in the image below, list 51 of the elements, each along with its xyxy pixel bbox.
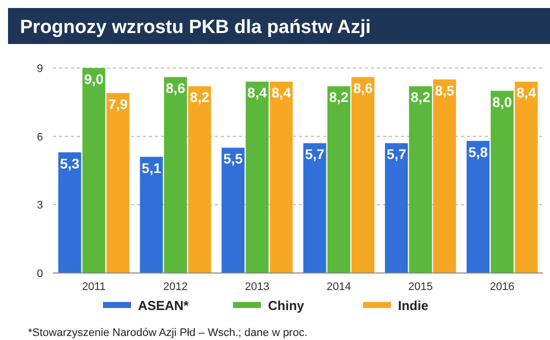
bar <box>246 82 269 273</box>
bar <box>490 90 514 273</box>
bar <box>140 156 163 273</box>
bar <box>409 86 432 273</box>
bar <box>514 82 538 273</box>
bar <box>270 82 293 273</box>
data-label: 5,7 <box>386 146 406 162</box>
bar <box>58 152 82 273</box>
y-tick-label: 9 <box>36 63 43 75</box>
data-label: 8,4 <box>247 84 268 101</box>
data-label: 8,4 <box>272 84 292 101</box>
data-label: 8,2 <box>410 89 430 106</box>
bar <box>327 86 350 273</box>
bar <box>433 79 456 273</box>
bar <box>466 140 490 273</box>
data-label: 5,7 <box>305 146 325 162</box>
x-tick-label: 2016 <box>490 281 514 293</box>
bar <box>351 77 374 273</box>
y-tick-label: 0 <box>36 268 43 280</box>
legend-label: Chiny <box>268 298 305 313</box>
y-tick-label: 6 <box>36 131 43 144</box>
chart-title: Prognozy wzrostu PKB dla państw Azji <box>20 17 371 38</box>
x-tick-label: 2015 <box>408 281 433 293</box>
data-label: 8,0 <box>492 94 512 110</box>
x-tick-label: 2014 <box>326 281 352 293</box>
data-label: 5,5 <box>223 150 244 167</box>
data-label: 8,2 <box>329 89 349 106</box>
legend-label: Indie <box>398 298 428 313</box>
bar <box>188 86 212 273</box>
bar <box>222 148 245 273</box>
data-label: 7,9 <box>108 96 128 112</box>
x-tick-label: 2013 <box>244 281 270 293</box>
data-label: 5,8 <box>468 144 488 160</box>
legend-label: ASEAN* <box>138 298 190 313</box>
y-tick-label: 3 <box>36 200 43 212</box>
bar <box>82 68 106 273</box>
data-label: 8,2 <box>190 89 210 106</box>
bar <box>384 143 408 273</box>
bar <box>164 77 187 273</box>
bar <box>303 143 326 273</box>
data-label: 8,6 <box>353 80 373 96</box>
data-label: 5,1 <box>142 160 162 176</box>
data-label: 8,6 <box>166 80 186 96</box>
data-label: 5,3 <box>60 155 80 172</box>
bar <box>106 93 130 273</box>
data-label: 8,4 <box>516 84 536 101</box>
x-tick-label: 2012 <box>163 281 188 293</box>
data-label: 9,0 <box>84 71 104 87</box>
data-label: 8,5 <box>434 82 455 98</box>
x-tick-label: 2011 <box>82 281 106 293</box>
text: *Stowarzyszenie Narodów Azji Płd – Wsch.; dane w proc. <box>28 327 308 339</box>
